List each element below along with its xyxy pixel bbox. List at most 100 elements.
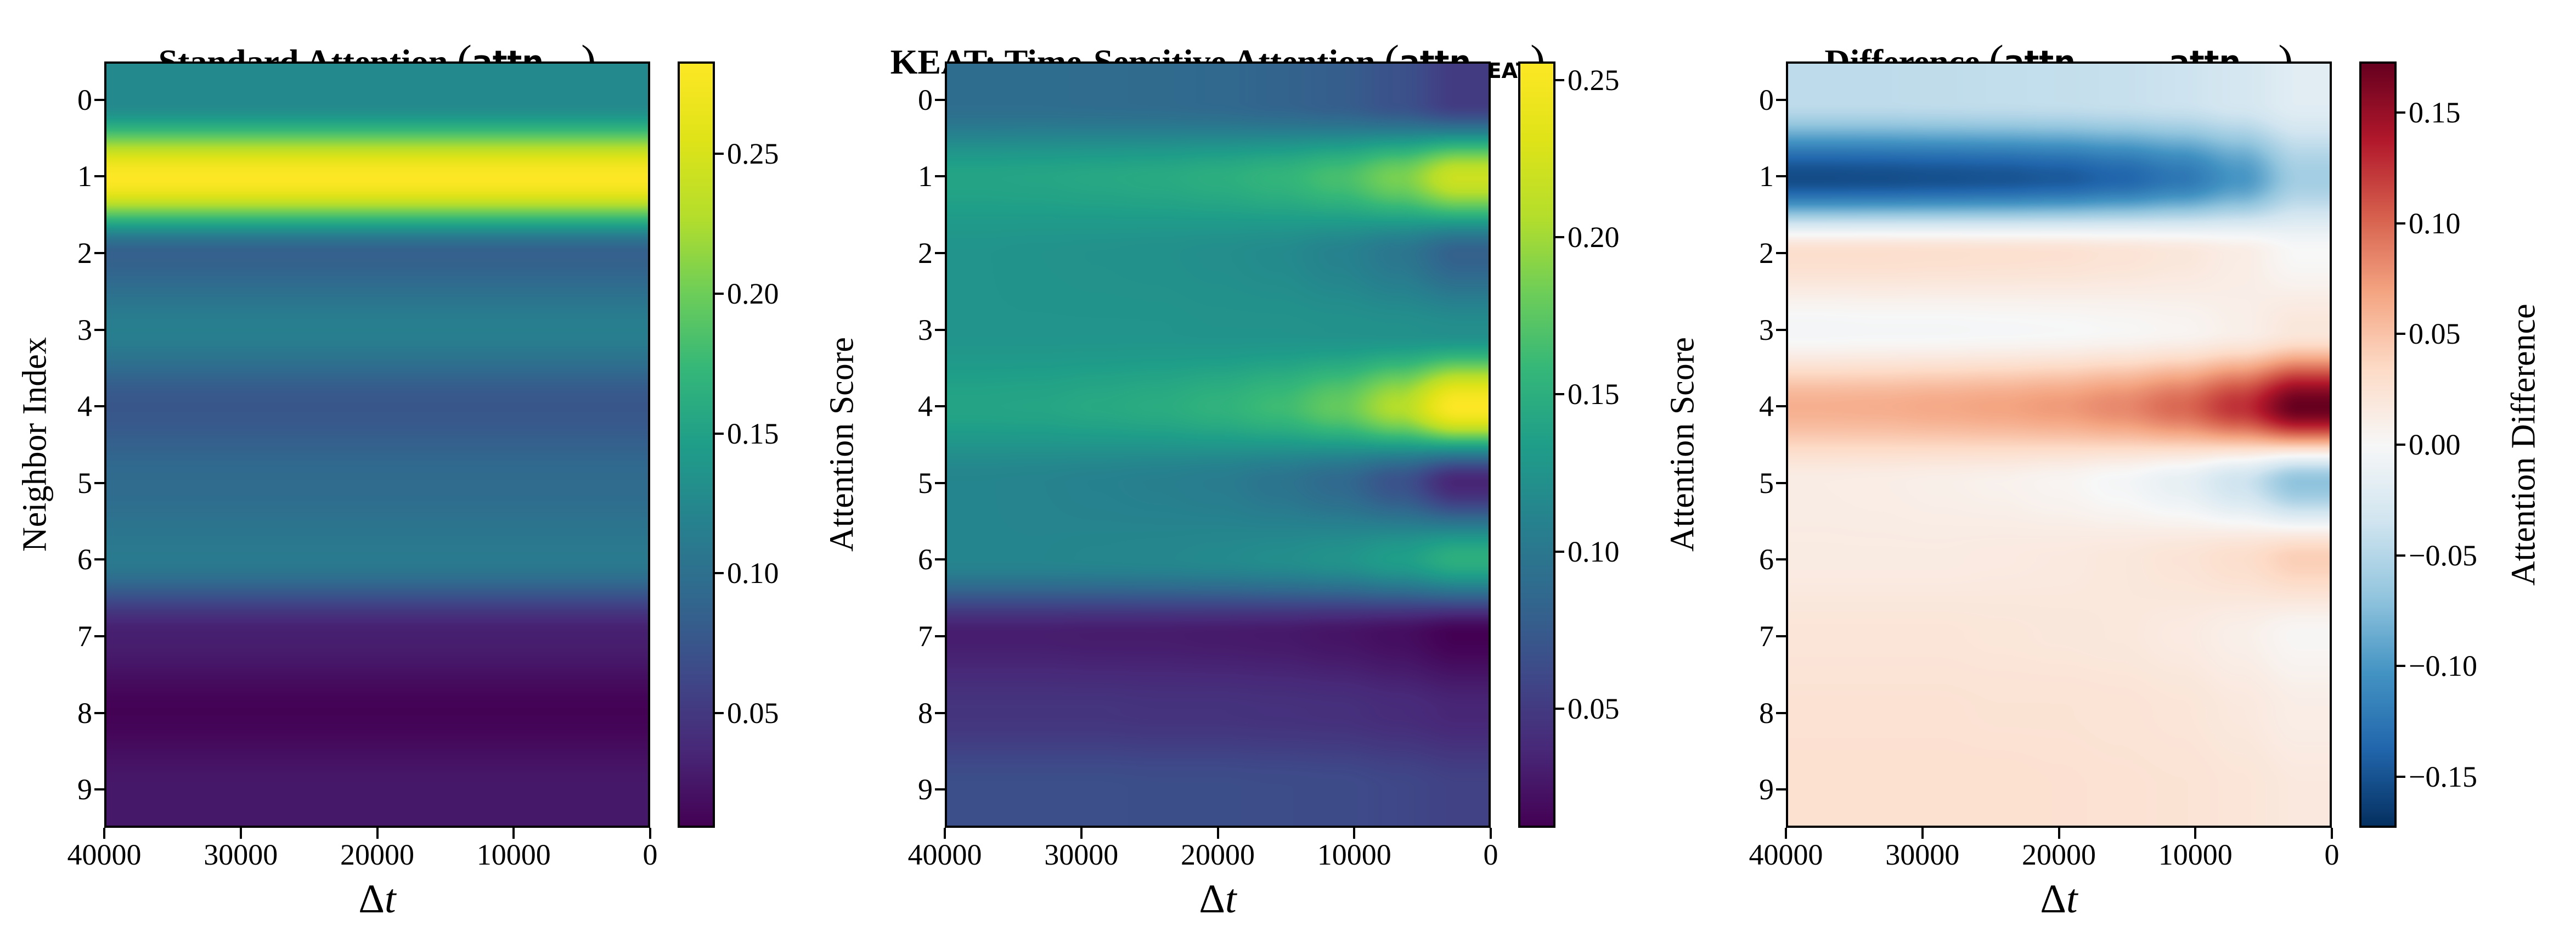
x-tick-label: 40000	[1749, 838, 1823, 871]
colorbar-tick-mark	[1555, 707, 1564, 710]
x-tick-label: 30000	[1885, 838, 1960, 871]
y-tick-label: 8	[918, 696, 933, 730]
y-tick-label: 7	[1759, 620, 1774, 653]
colorbar-tick-mark	[715, 712, 724, 715]
x-tick-label: 20000	[2022, 838, 2096, 871]
y-tick-mark	[1776, 558, 1786, 561]
y-tick-label: 6	[1759, 543, 1774, 576]
colorbar-tick-label: 0.25	[727, 137, 779, 171]
y-tick-mark	[1776, 175, 1786, 178]
xlabel-variable: t	[2066, 877, 2078, 922]
attn-subscript: std	[544, 59, 582, 83]
y-tick-mark	[1776, 252, 1786, 254]
y-tick-label: 3	[77, 313, 92, 346]
y-tick-label: 2	[918, 237, 933, 270]
x-tick-label: 30000	[204, 838, 278, 871]
heatmap-plot	[1786, 61, 2332, 828]
y-tick-mark	[1776, 788, 1786, 791]
colorbar-tick-mark	[2397, 333, 2405, 335]
colorbar-tick-mark	[2397, 776, 2405, 778]
colorbar-tick-label: 0.05	[1568, 692, 1620, 725]
x-axis-label: Δt	[1199, 877, 1237, 922]
colorbar	[678, 61, 715, 828]
y-tick-label: 9	[77, 773, 92, 806]
xlabel-variable: t	[1225, 877, 1237, 922]
colorbar-tick-label: 0.10	[1568, 535, 1620, 568]
colorbar-tick-label: 0.05	[727, 697, 779, 730]
y-tick-mark	[94, 558, 104, 561]
x-tick-mark	[649, 828, 651, 839]
y-tick-label: 8	[1759, 696, 1774, 730]
attn-symbol: attn	[2003, 44, 2076, 80]
y-tick-label: 5	[77, 466, 92, 500]
close-paren: )	[2278, 36, 2293, 86]
x-tick-mark	[239, 828, 242, 839]
x-tick-mark	[2194, 828, 2197, 839]
colorbar-tick-label: 0.25	[1568, 64, 1620, 97]
y-tick-label: 1	[77, 160, 92, 193]
attn-subscript: std	[2241, 59, 2279, 83]
colorbar-tick-label: 0.00	[2409, 428, 2461, 461]
y-tick-label: 6	[77, 543, 92, 576]
colorbar-tick-mark	[1555, 393, 1564, 396]
colorbar-tick-mark	[715, 153, 724, 155]
panel-title: Standard Attention (attn std)	[158, 36, 596, 86]
attn-symbol: attn	[2169, 44, 2241, 80]
x-tick-mark	[376, 828, 379, 839]
open-paren: (	[456, 36, 472, 86]
y-tick-mark	[94, 328, 104, 331]
colorbar-canvas	[1520, 64, 1553, 826]
y-tick-label: 5	[918, 466, 933, 500]
x-tick-mark	[103, 828, 105, 839]
y-tick-mark	[94, 98, 104, 101]
colorbar-tick-mark	[715, 572, 724, 575]
open-paren: (	[1988, 36, 2004, 86]
xlabel-variable: t	[385, 877, 396, 922]
x-tick-mark	[512, 828, 515, 839]
colorbar-tick-mark	[715, 432, 724, 435]
x-tick-label: 10000	[476, 838, 551, 871]
colorbar-tick-mark	[1555, 550, 1564, 553]
x-tick-mark	[1921, 828, 1924, 839]
y-tick-mark	[935, 328, 945, 331]
y-tick-mark	[94, 405, 104, 408]
y-tick-mark	[1776, 481, 1786, 484]
x-tick-mark	[1353, 828, 1356, 839]
colorbar-tick-mark	[1555, 236, 1564, 239]
x-tick-label: 20000	[340, 838, 414, 871]
x-tick-label: 40000	[907, 838, 982, 871]
y-tick-label: 1	[1759, 160, 1774, 193]
y-tick-mark	[935, 635, 945, 637]
x-tick-mark	[1785, 828, 1787, 839]
heatmap-plot	[945, 61, 1491, 828]
x-tick-mark	[1490, 828, 1492, 839]
colorbar	[1518, 61, 1555, 828]
title-separator: -	[2134, 44, 2169, 80]
y-tick-mark	[94, 711, 104, 714]
colorbar-tick-label: −0.10	[2409, 649, 2477, 683]
y-tick-mark	[935, 481, 945, 484]
colorbar-tick-mark	[2397, 444, 2405, 446]
x-tick-label: 20000	[1181, 838, 1255, 871]
x-tick-label: 40000	[67, 838, 142, 871]
x-tick-label: 30000	[1044, 838, 1119, 871]
y-tick-mark	[94, 788, 104, 791]
colorbar-canvas	[680, 64, 713, 826]
y-tick-mark	[935, 252, 945, 254]
colorbar-tick-label: 0.05	[2409, 317, 2461, 351]
y-tick-label: 4	[1759, 390, 1774, 423]
y-tick-mark	[1776, 635, 1786, 637]
colorbar-tick-label: 0.10	[2409, 206, 2461, 240]
y-tick-label: 2	[1759, 237, 1774, 270]
attn-subscript: KEAT	[1471, 59, 1531, 83]
colorbar-tick-label: 0.20	[1568, 221, 1620, 254]
y-tick-mark	[935, 711, 945, 714]
x-tick-label: 10000	[2158, 838, 2233, 871]
x-axis-label: Δt	[358, 877, 396, 922]
y-tick-mark	[935, 788, 945, 791]
y-tick-label: 4	[918, 390, 933, 423]
heatmap-canvas	[106, 64, 648, 826]
